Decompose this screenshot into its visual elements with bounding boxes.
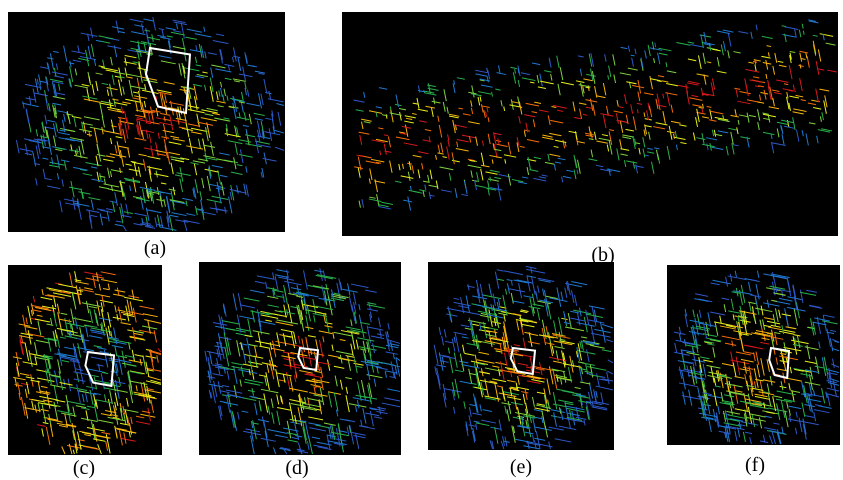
panel-label: (b)	[591, 244, 614, 266]
panel-label: (e)	[510, 456, 532, 478]
panel-b-image	[342, 12, 838, 236]
figure: (a) (b) (c) (d) (e) (f)	[0, 0, 843, 480]
panel-label: (c)	[73, 457, 95, 479]
panel-label: (d)	[285, 457, 308, 479]
panel-label: (f)	[745, 454, 765, 476]
panel-e-image	[428, 262, 614, 450]
panel-label: (a)	[144, 237, 166, 259]
